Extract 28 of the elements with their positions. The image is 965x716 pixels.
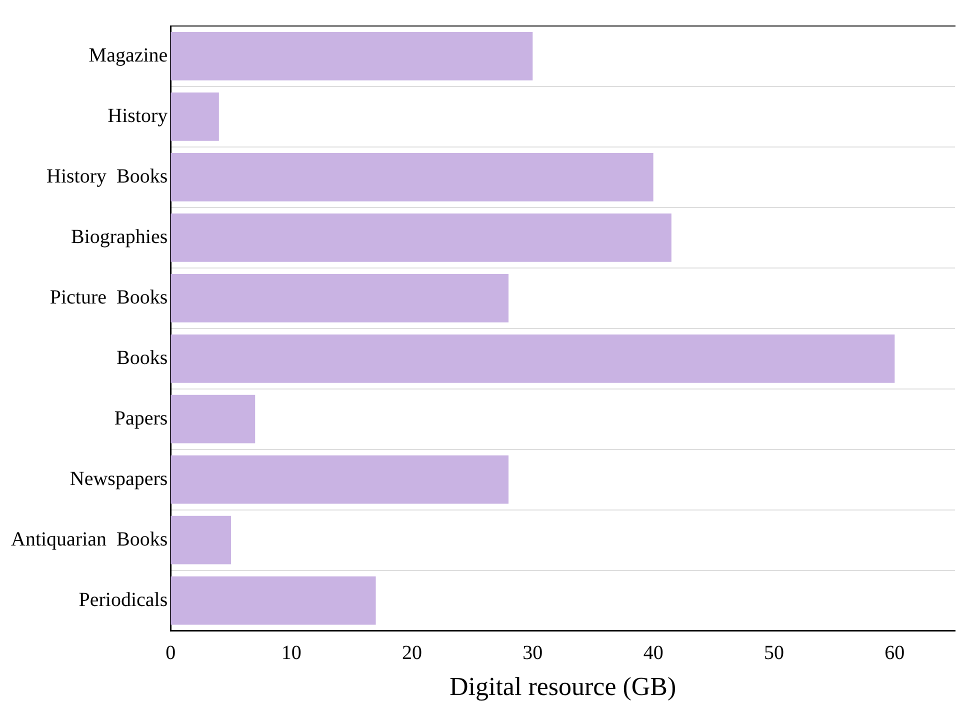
bar xyxy=(170,213,672,262)
y-tick-label: Picture Books xyxy=(50,286,168,308)
bar xyxy=(170,516,231,564)
y-tick-label: Antiquarian Books xyxy=(10,528,168,550)
x-tick-label: 50 xyxy=(764,642,784,664)
x-tick-label: 10 xyxy=(281,642,302,664)
bar xyxy=(170,274,509,322)
x-axis-title: Digital resource (GB) xyxy=(449,672,676,702)
bar xyxy=(170,32,533,80)
y-tick-label: Newspapers xyxy=(70,468,168,490)
x-tick-label: 20 xyxy=(402,642,422,664)
y-tick-label: History Books xyxy=(46,165,168,188)
y-tick-label: History xyxy=(108,104,168,127)
x-tick-label: 30 xyxy=(522,642,543,664)
x-tick-label: 0 xyxy=(166,642,176,664)
y-tick-label: Papers xyxy=(114,407,168,430)
y-tick-label: Biographies xyxy=(70,226,168,248)
bar xyxy=(170,394,256,444)
bar xyxy=(170,455,509,504)
bar xyxy=(170,576,376,625)
bar xyxy=(170,334,895,383)
bar xyxy=(170,153,654,202)
x-tick-label: 60 xyxy=(884,642,905,664)
y-tick-label: Periodicals xyxy=(78,588,168,611)
y-tick-label: Books xyxy=(116,346,168,369)
x-tick-label: 40 xyxy=(643,642,664,664)
bar xyxy=(170,92,219,141)
y-tick-label: Magazine xyxy=(88,44,168,66)
